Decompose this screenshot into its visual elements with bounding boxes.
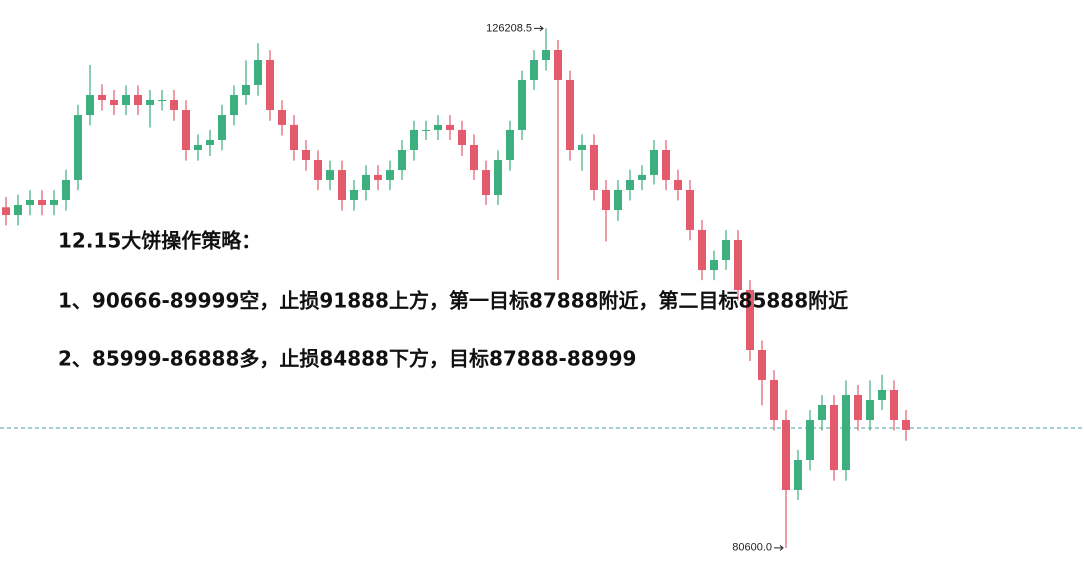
candle-body xyxy=(338,170,346,200)
candle-body xyxy=(458,129,466,145)
candle-body xyxy=(182,110,190,150)
candle-body xyxy=(806,420,814,461)
candle-body xyxy=(734,239,742,290)
candle-body xyxy=(506,129,514,161)
candle-body xyxy=(278,110,286,125)
candle-body xyxy=(482,170,490,195)
strategy-text: 2、85999-86888多，止损84888下方，目标87888-88999 xyxy=(58,347,636,371)
candle-body xyxy=(254,60,262,85)
candle-body xyxy=(890,389,898,421)
candle-body xyxy=(866,399,874,421)
candle-body xyxy=(578,144,586,150)
candle-body xyxy=(566,79,574,150)
candle-body xyxy=(50,199,58,206)
candle-body xyxy=(242,84,250,95)
candle-body xyxy=(602,189,610,211)
candle-body xyxy=(14,205,22,216)
strategy-text: 1、90666-89999空，止损91888上方，第一目标87888附近，第二目… xyxy=(58,289,848,313)
candle-body xyxy=(470,144,478,171)
candle-body xyxy=(626,179,634,190)
candle-body xyxy=(686,189,694,230)
candle-body xyxy=(314,160,322,180)
candle-body xyxy=(422,129,430,131)
candle-body xyxy=(410,129,418,150)
candle-body xyxy=(206,139,214,145)
candle-body xyxy=(710,260,718,271)
candle-body xyxy=(86,94,94,116)
candle-body xyxy=(770,379,778,421)
candle-body xyxy=(830,405,838,471)
candle-body xyxy=(2,207,10,216)
candle-body xyxy=(818,405,826,421)
candle-body xyxy=(146,99,154,106)
candle-body xyxy=(662,149,670,180)
candle-body xyxy=(122,94,130,106)
candle-body xyxy=(218,115,226,140)
strategy-text: 12.15大饼操作策略： xyxy=(58,229,261,253)
candle-body xyxy=(170,99,178,111)
candle-body xyxy=(194,144,202,150)
candle-body xyxy=(554,49,562,80)
candle-body xyxy=(614,189,622,211)
candle-body xyxy=(854,394,862,421)
candle-body xyxy=(782,420,790,490)
candle-body xyxy=(758,349,766,380)
candle-body xyxy=(542,49,550,61)
candle-body xyxy=(902,420,910,430)
candle-body xyxy=(518,79,526,130)
candle-body xyxy=(158,99,166,101)
max-label: 126208.5 xyxy=(486,22,532,34)
candle-body xyxy=(638,174,646,180)
candle-body xyxy=(530,60,538,80)
arrow xyxy=(774,544,784,551)
candle-body xyxy=(878,389,886,400)
candle-body xyxy=(62,179,70,200)
candle-body xyxy=(698,229,706,271)
candle-body xyxy=(74,115,82,180)
candle-body xyxy=(434,124,442,130)
candle-body xyxy=(446,124,454,130)
candle-body xyxy=(110,99,118,106)
candle-body xyxy=(650,149,658,175)
candle-body xyxy=(746,289,754,350)
candle-body xyxy=(794,460,802,490)
min-label: 80600.0 xyxy=(732,542,772,554)
candle-body xyxy=(326,170,334,180)
candle-body xyxy=(374,174,382,180)
candle-body xyxy=(290,124,298,150)
arrow xyxy=(534,25,544,32)
candle-body xyxy=(362,174,370,190)
candle-body xyxy=(350,189,358,200)
candle-body xyxy=(398,149,406,171)
candle-body xyxy=(230,94,238,116)
candle-body xyxy=(98,94,106,100)
candle-body xyxy=(386,170,394,180)
candle-body xyxy=(722,239,730,261)
candle-body xyxy=(674,179,682,190)
candle-body xyxy=(590,144,598,190)
candle-body xyxy=(842,394,850,471)
candle-body xyxy=(134,94,142,106)
candle-body xyxy=(266,60,274,111)
candle-body xyxy=(26,199,34,206)
candle-body xyxy=(38,199,46,206)
candle-body xyxy=(494,160,502,195)
candle-body xyxy=(302,149,310,161)
